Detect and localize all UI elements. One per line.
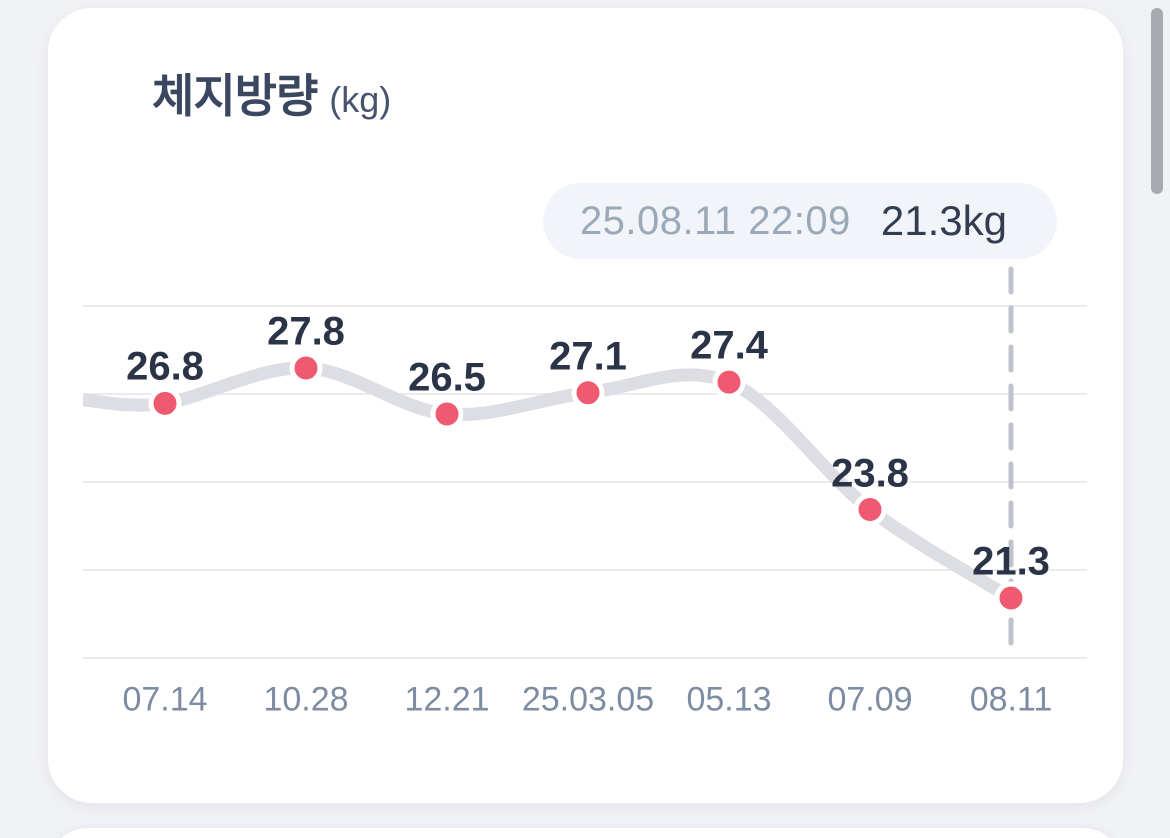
data-point-label: 21.3 — [972, 539, 1050, 584]
data-point-label: 27.8 — [267, 309, 345, 354]
data-point-dot[interactable] — [994, 581, 1028, 615]
x-axis-label: 07.14 — [122, 680, 208, 719]
scrollbar-thumb[interactable] — [1151, 8, 1163, 194]
x-axis-label: 10.28 — [263, 680, 349, 719]
data-point-dot[interactable] — [430, 397, 464, 431]
tooltip-datetime: 25.08.11 22:09 — [579, 198, 851, 243]
card-title: 체지방량 — [152, 70, 318, 122]
data-point-label: 27.1 — [549, 334, 627, 379]
card-title-unit: (kg) — [329, 79, 392, 120]
x-axis-label: 25.03.05 — [521, 680, 655, 719]
x-axis-label: 07.09 — [827, 680, 913, 719]
x-axis-label: 08.11 — [969, 680, 1053, 719]
data-point-label: 23.8 — [831, 451, 909, 496]
tooltip-value: 21.3kg — [880, 197, 1007, 244]
data-point-dot[interactable] — [289, 351, 323, 385]
data-point-dot[interactable] — [712, 365, 746, 399]
data-point-dot[interactable] — [148, 386, 182, 420]
data-point-dot[interactable] — [571, 376, 605, 410]
data-point-label: 27.4 — [690, 323, 768, 368]
selected-point-tooltip: 25.08.11 22:09 21.3kg — [543, 183, 1057, 259]
data-point-label: 26.8 — [126, 344, 204, 389]
next-card-partial — [48, 828, 1123, 838]
card-header: 체지방량 (kg) — [152, 60, 391, 126]
data-point-dot[interactable] — [853, 493, 887, 527]
data-point-label: 26.5 — [408, 355, 486, 400]
x-axis-label: 12.21 — [404, 680, 490, 719]
x-axis-label: 05.13 — [686, 680, 772, 719]
